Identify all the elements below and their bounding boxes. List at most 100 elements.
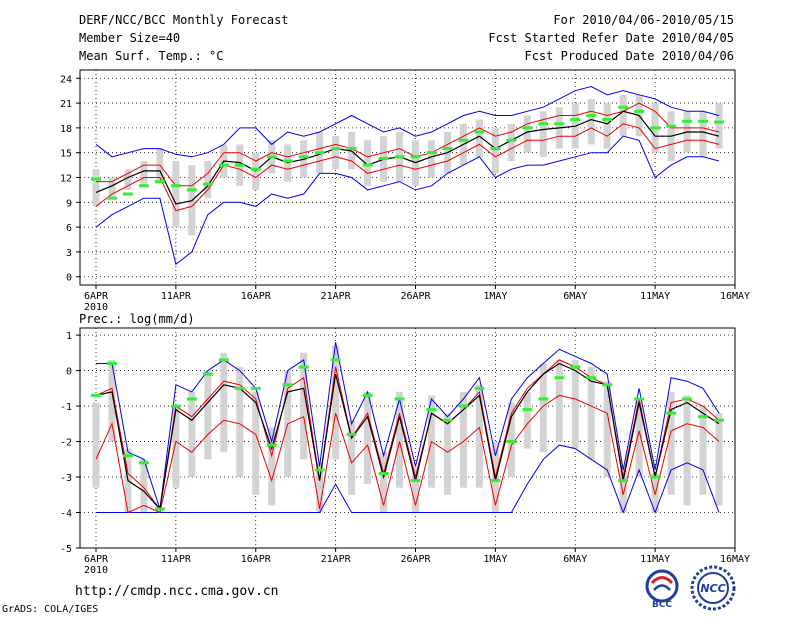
panel-0-ytick-label: 21 bbox=[60, 99, 72, 110]
panel-1-observed-marker bbox=[682, 397, 693, 401]
panel-1-observed-marker bbox=[362, 393, 373, 397]
panel-1-observed-marker bbox=[698, 415, 709, 419]
panel-0-observed-marker bbox=[714, 120, 725, 124]
panel-0-max-line bbox=[95, 85, 720, 158]
panel-1-spread-box bbox=[412, 466, 419, 513]
panel-1-ytick-label: -3 bbox=[60, 473, 72, 484]
panel-1-observed-marker bbox=[634, 397, 645, 401]
panel-1-max-line bbox=[96, 342, 720, 510]
panel-1-observed-marker bbox=[91, 393, 101, 397]
panel-1-spread-box bbox=[635, 398, 643, 478]
panel-0-observed-marker bbox=[634, 109, 645, 113]
panel-1-mean-line bbox=[95, 362, 720, 511]
panel-1-observed-marker bbox=[298, 365, 309, 369]
panel-0-observed-marker bbox=[586, 113, 597, 117]
panel-1-observed-marker bbox=[522, 408, 533, 412]
panel-0-spread-box bbox=[587, 98, 595, 145]
panel-0-observed-marker bbox=[554, 122, 565, 126]
panel-0-ytick-label: 15 bbox=[60, 149, 72, 160]
panel-0-observed-marker bbox=[154, 180, 165, 184]
panel-0-spread-box bbox=[603, 103, 611, 149]
panel-0-observed-marker bbox=[458, 138, 469, 142]
panel-0-observed-marker bbox=[538, 122, 549, 126]
panel-0-observed-marker bbox=[122, 192, 133, 196]
panel-0-ytick-label: 18 bbox=[60, 124, 72, 135]
panel-1-observed-marker bbox=[170, 404, 181, 408]
panel-0-observed-marker bbox=[490, 147, 501, 151]
panel-0-spread-box bbox=[539, 111, 547, 157]
panel-1-spread-box bbox=[603, 381, 611, 478]
forecast-produced-date-label: Fcst Produced Date 2010/04/06 bbox=[524, 49, 734, 63]
precip-panel-title: Prec.: log(mm/d) bbox=[79, 312, 195, 326]
panel-1-xtick-label: 11APR bbox=[161, 554, 192, 565]
panel-1-observed-marker bbox=[410, 479, 421, 483]
panel-1-observed-marker bbox=[650, 475, 661, 479]
panel-1-spread-box bbox=[443, 413, 451, 495]
panel-0-ytick-label: 3 bbox=[66, 248, 72, 259]
panel-0-observed-marker bbox=[250, 167, 261, 171]
panel-1-observed-marker bbox=[138, 461, 149, 465]
panel-1-spread-box bbox=[715, 413, 723, 506]
panel-0-observed-marker bbox=[426, 151, 437, 155]
panel-0-spread-box bbox=[491, 127, 499, 174]
panel-1-ytick-label: 0 bbox=[66, 367, 72, 378]
panel-1-ytick-label: 1 bbox=[66, 331, 72, 342]
panel-0-xtick-label: 6MAY bbox=[563, 291, 587, 302]
panel-0-ytick-label: 24 bbox=[60, 74, 72, 85]
panel-0-observed-marker bbox=[682, 119, 693, 123]
panel-1-observed-marker bbox=[202, 372, 213, 376]
panel-0-observed-marker bbox=[698, 119, 709, 123]
panel-0-xtick-label: 1MAY bbox=[483, 291, 507, 302]
forecast-period-label: For 2010/04/06-2010/05/15 bbox=[553, 13, 734, 27]
panel-1-spread-box bbox=[619, 469, 627, 513]
panel-1-spread-box bbox=[348, 420, 356, 495]
panel-1-year-label: 2010 bbox=[84, 565, 108, 576]
panel-1-observed-marker bbox=[314, 468, 325, 472]
bcc-logo-text: BCC bbox=[652, 600, 672, 610]
panel-1-observed-marker bbox=[266, 443, 277, 447]
panel-1-spread-box bbox=[300, 352, 308, 460]
panel-1-spread-box bbox=[220, 352, 228, 453]
panel-0-spread-box bbox=[124, 169, 132, 190]
panel-1-observed-marker bbox=[394, 397, 405, 401]
panel-0-observed-marker bbox=[394, 155, 405, 159]
panel-1-observed-marker bbox=[474, 386, 485, 390]
panel-1-spread-box bbox=[332, 345, 340, 460]
chart-title: DERF/NCC/BCC Monthly Forecast bbox=[79, 13, 289, 27]
panel-0-year-label: 2010 bbox=[84, 302, 108, 313]
panel-0-spread-box bbox=[699, 111, 707, 157]
panel-0-observed-marker bbox=[218, 163, 229, 167]
panel-0-observed-marker bbox=[298, 155, 309, 159]
panel-0-observed-marker bbox=[618, 105, 629, 109]
panel-0-spread-box bbox=[204, 160, 212, 199]
panel-1-xtick-label: 16MAY bbox=[720, 554, 750, 565]
panel-1-spread-box bbox=[571, 359, 579, 449]
panel-1-spread-box bbox=[108, 359, 116, 442]
panel-0-spread-box bbox=[140, 160, 148, 186]
panel-0-xtick-label: 11APR bbox=[161, 291, 192, 302]
panel-0-observed-marker bbox=[522, 126, 533, 130]
panel-1-spread-box bbox=[236, 367, 244, 478]
panel-1-observed-marker bbox=[602, 383, 613, 387]
panel-1-observed-marker bbox=[106, 361, 117, 365]
panel-1-xtick-label: 16APR bbox=[241, 554, 272, 565]
panel-0-observed-marker bbox=[170, 184, 181, 188]
panel-0-spread-box bbox=[715, 103, 723, 149]
panel-0-lower-line bbox=[95, 123, 720, 212]
grads-credit: GrADS: COLA/IGES bbox=[2, 604, 99, 615]
panel-1-observed-marker bbox=[458, 404, 469, 408]
panel-1-spread-box bbox=[523, 391, 531, 449]
panel-1-min-line bbox=[96, 444, 720, 514]
panel-1-spread-box bbox=[699, 406, 707, 495]
panel-0-spread-box bbox=[108, 177, 116, 199]
panel-0-observed-marker bbox=[442, 147, 453, 151]
panel-1-ytick-label: -2 bbox=[60, 438, 72, 449]
panel-0-observed-marker bbox=[314, 151, 325, 155]
source-url[interactable]: http://cmdp.ncc.cma.gov.cn bbox=[75, 584, 279, 599]
panel-0-observed-marker bbox=[202, 182, 213, 186]
panel-1-xtick-label: 6MAY bbox=[563, 554, 587, 565]
panel-1-spread-box bbox=[587, 367, 595, 460]
panel-1-spread-box bbox=[396, 391, 404, 488]
panel-0-min-line bbox=[95, 135, 720, 266]
panel-0-observed-marker bbox=[106, 196, 117, 200]
